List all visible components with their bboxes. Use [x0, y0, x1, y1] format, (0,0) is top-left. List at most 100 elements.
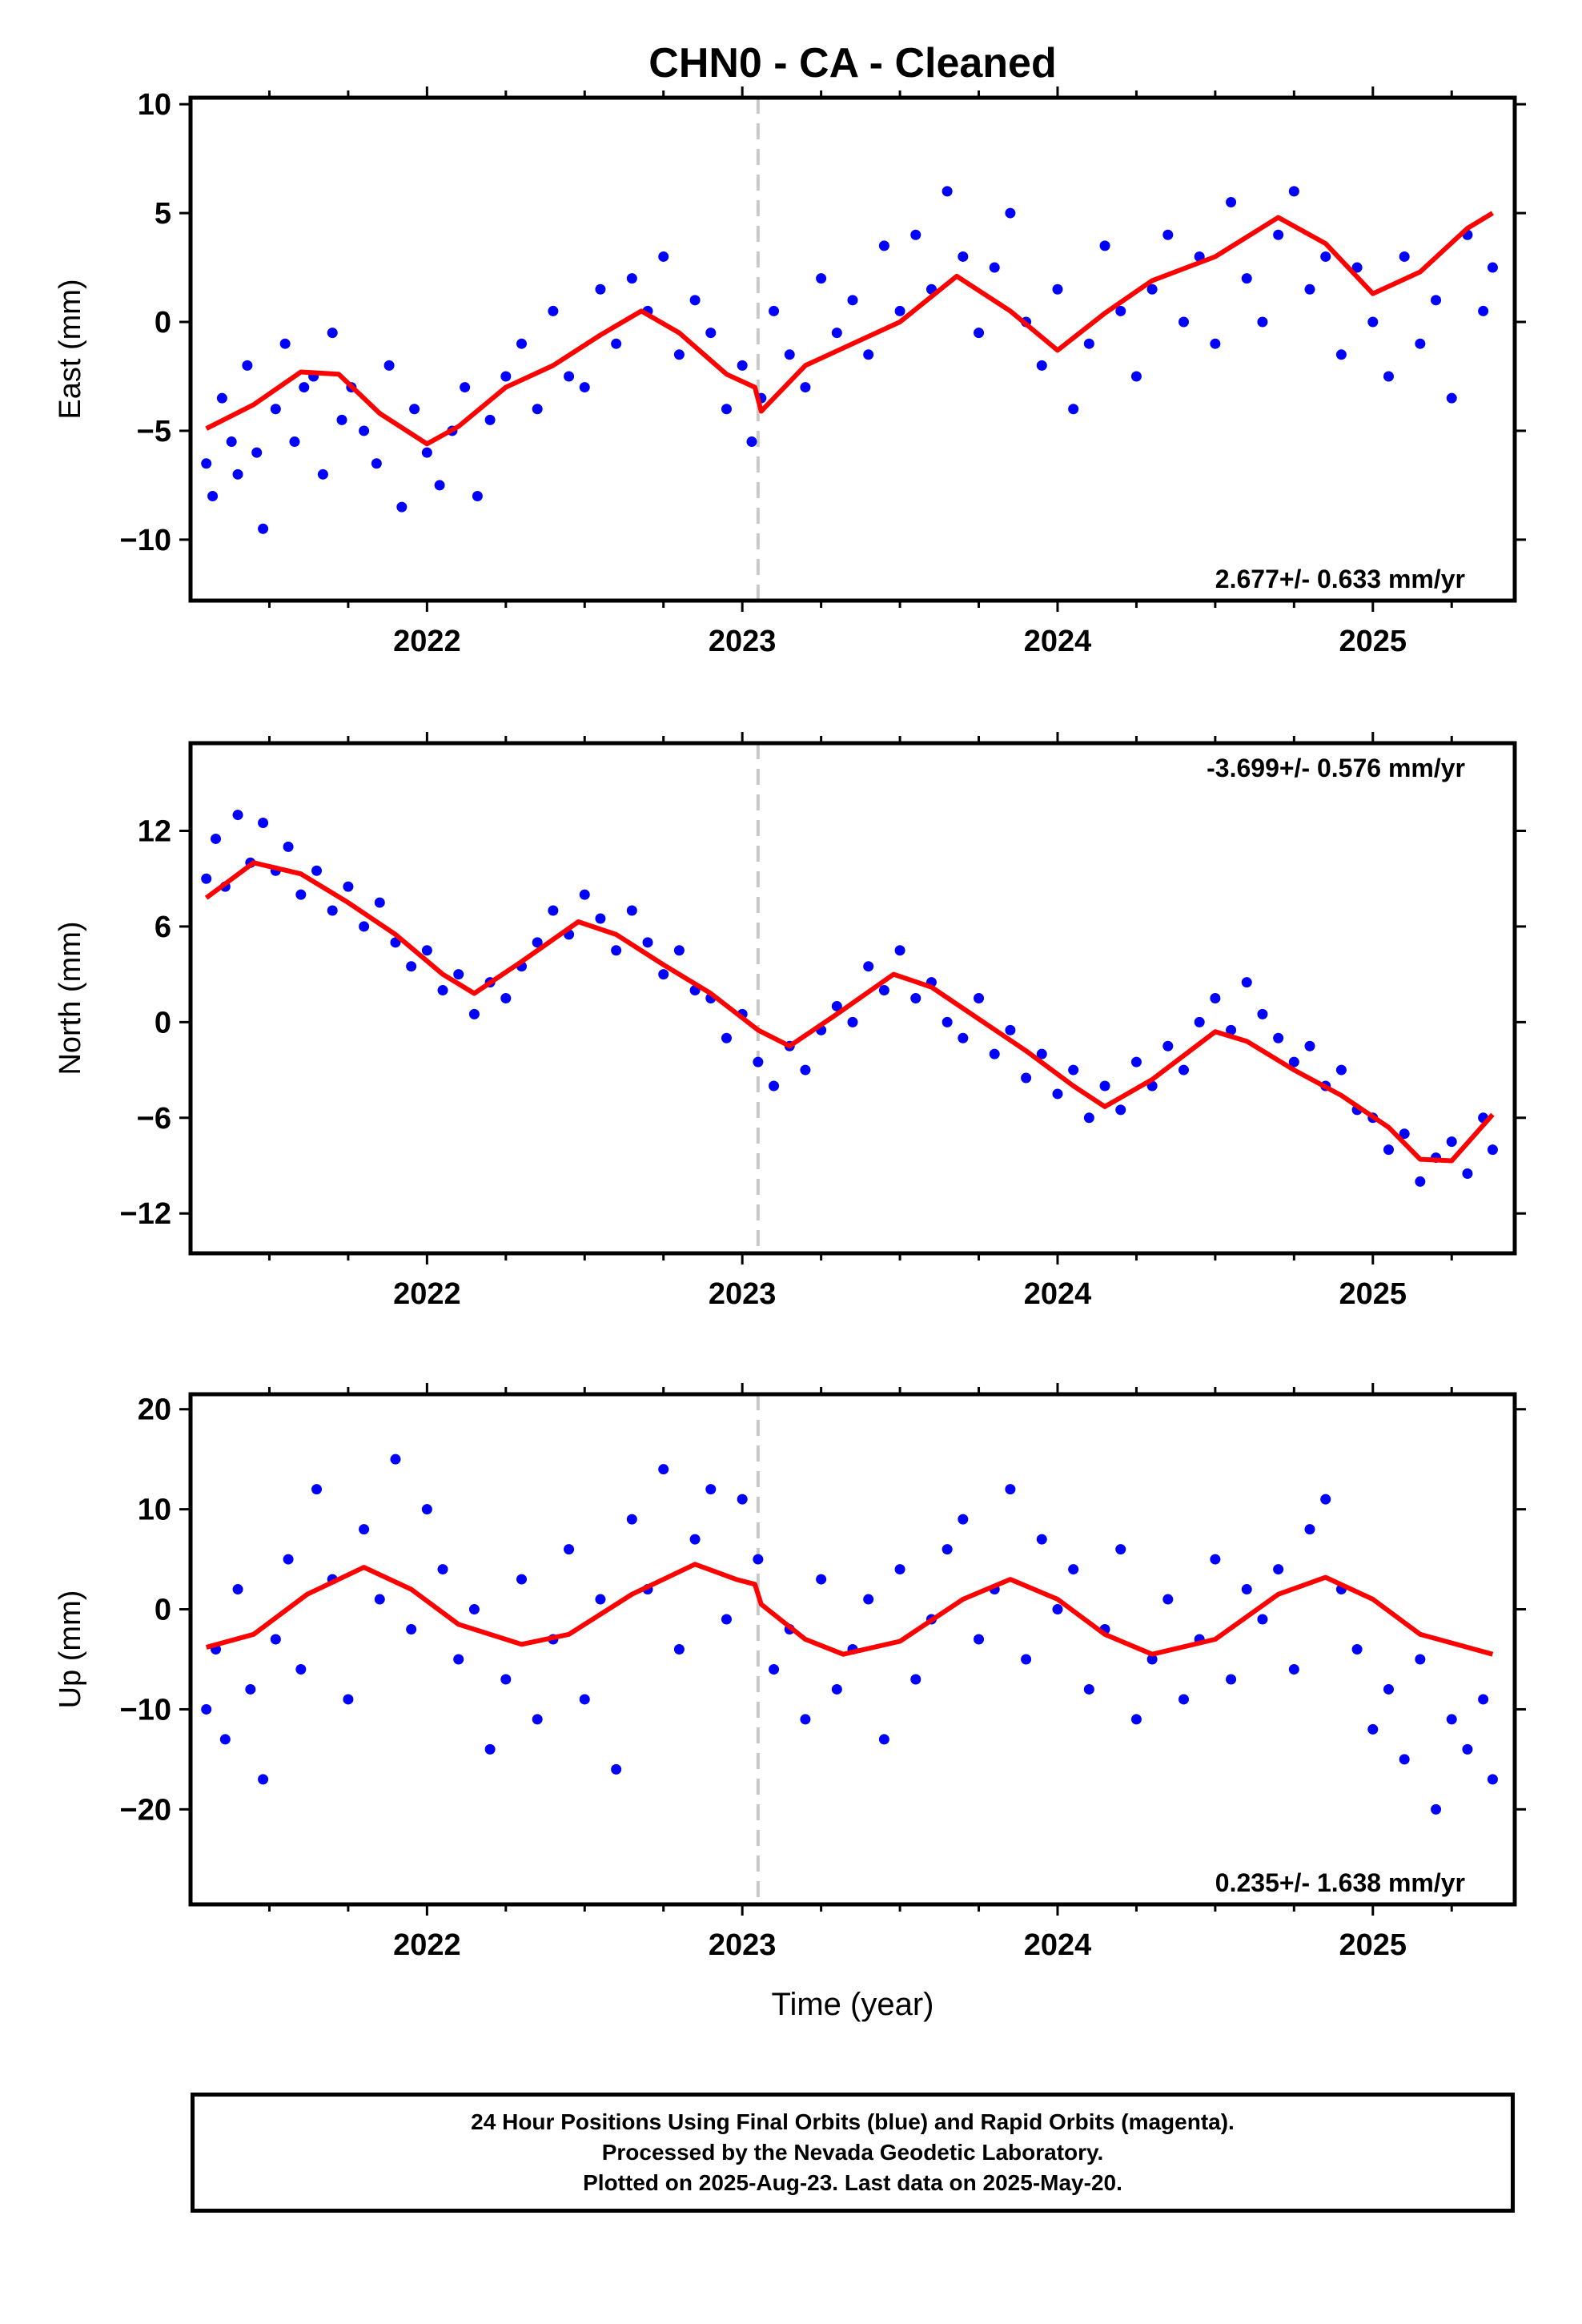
y-tick-label: 20	[138, 1393, 171, 1427]
data-point	[753, 1056, 764, 1068]
data-point	[1052, 1088, 1063, 1100]
data-point	[390, 937, 401, 948]
data-point	[595, 283, 606, 295]
data-point	[532, 1714, 543, 1725]
data-point	[1478, 305, 1489, 316]
data-point	[1146, 1654, 1158, 1665]
fit-curve	[205, 211, 1494, 447]
plot-area	[201, 810, 1498, 1187]
data-point	[658, 251, 669, 262]
data-point	[816, 273, 827, 284]
data-point	[1335, 349, 1347, 360]
data-point	[242, 360, 253, 371]
data-point	[800, 382, 811, 393]
y-tick-label: 10	[138, 1494, 171, 1527]
data-point	[673, 1644, 685, 1655]
data-point	[958, 1514, 969, 1525]
data-point	[1130, 1714, 1142, 1725]
data-point	[1210, 993, 1221, 1003]
panel-1: 2022 2023 2024 2025 −10 −5 0 5 10 East (mm) 2.677+…	[54, 40, 1526, 658]
data-point	[327, 328, 338, 339]
data-point	[721, 1032, 732, 1043]
data-point	[579, 382, 590, 393]
data-point	[1052, 1604, 1063, 1615]
data-point	[894, 945, 905, 956]
data-point	[219, 1734, 231, 1745]
y-tick-label: 0	[155, 306, 171, 340]
data-point	[1226, 1674, 1237, 1685]
data-point	[311, 865, 323, 876]
data-point	[289, 436, 300, 448]
data-point	[863, 961, 874, 972]
data-point	[359, 425, 370, 436]
data-point	[532, 404, 543, 415]
x-tick-label: 2022	[393, 625, 461, 658]
data-point	[673, 945, 685, 956]
data-point	[1241, 1584, 1252, 1595]
data-point	[1273, 229, 1284, 240]
panel-2: 2022 2023 2024 2025 −12 −6 0 6 12 North (mm) -3.69…	[54, 732, 1526, 1311]
data-point	[1383, 1144, 1394, 1156]
data-point	[1257, 1008, 1268, 1019]
data-point	[1115, 1104, 1126, 1116]
data-point	[434, 480, 445, 491]
data-point	[1320, 1494, 1331, 1505]
data-point	[1383, 1683, 1394, 1695]
data-point	[705, 328, 717, 339]
y-tick-label: −10	[120, 524, 171, 557]
data-point	[1005, 1484, 1016, 1495]
data-point	[595, 1594, 606, 1605]
data-point	[1115, 305, 1126, 316]
data-point	[283, 1554, 294, 1565]
data-point	[1068, 1064, 1079, 1076]
data-point	[1162, 1594, 1174, 1605]
data-point	[390, 1454, 401, 1465]
data-point	[343, 1694, 354, 1705]
data-point	[226, 436, 237, 448]
data-point	[409, 404, 420, 415]
data-point	[1178, 1694, 1189, 1705]
y-tick-label: −12	[120, 1197, 171, 1231]
data-point	[211, 833, 222, 844]
data-point	[1210, 1554, 1221, 1565]
data-point	[705, 1484, 717, 1495]
data-point	[910, 229, 921, 240]
data-point	[516, 1574, 527, 1585]
data-point	[1446, 1714, 1457, 1725]
data-point	[1178, 316, 1189, 328]
data-point	[484, 1743, 496, 1755]
data-point	[1351, 1644, 1363, 1655]
data-point	[910, 993, 921, 1003]
data-point	[1478, 1694, 1489, 1705]
y-tick-label: −6	[137, 1102, 171, 1136]
data-point	[1487, 1144, 1498, 1156]
data-point	[689, 1534, 701, 1545]
panel-frame	[188, 95, 1517, 603]
panel-frame	[188, 1392, 1517, 1907]
data-point	[989, 1048, 1000, 1059]
footer-line-2: Processed by the Nevada Geodetic Laborat…	[601, 2140, 1104, 2165]
data-point	[1415, 1654, 1426, 1665]
data-point	[769, 1080, 780, 1092]
data-point	[894, 1564, 905, 1575]
data-point	[500, 1674, 512, 1685]
data-point	[863, 1594, 874, 1605]
x-axis-label: Time (year)	[772, 1987, 934, 2022]
x-tick-label: 2022	[393, 1928, 461, 1962]
data-point	[1431, 295, 1442, 306]
data-point	[800, 1064, 811, 1076]
data-point	[1304, 1040, 1315, 1051]
y-tick-label: 0	[155, 1594, 171, 1627]
data-point	[1462, 1168, 1473, 1179]
data-point	[784, 349, 795, 360]
data-point	[359, 1524, 370, 1535]
data-point	[1304, 283, 1315, 295]
data-point	[1487, 1774, 1498, 1785]
data-point	[374, 897, 385, 908]
x-tick-label: 2023	[709, 625, 777, 658]
data-point	[1162, 229, 1174, 240]
footer-caption-box: 24 Hour Positions Using Final Orbits (bl…	[191, 2093, 1515, 2213]
data-point	[484, 414, 496, 425]
data-point	[270, 1634, 281, 1645]
data-point	[1273, 1032, 1284, 1043]
